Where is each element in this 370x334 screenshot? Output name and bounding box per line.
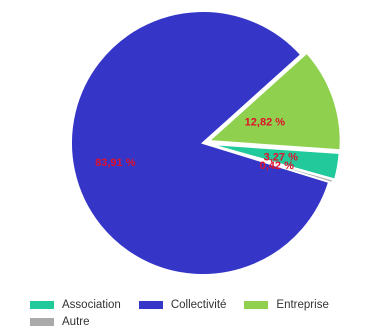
legend-label-collectivite: Collectivité — [170, 298, 227, 311]
legend-swatch-autre — [30, 317, 54, 326]
legend: Association Collectivité Entreprise Autr… — [30, 296, 370, 330]
legend-label-autre: Autre — [62, 315, 90, 328]
legend-row-2: Autre — [30, 313, 370, 330]
legend-swatch-association — [30, 300, 54, 309]
legend-item-association[interactable]: Association — [30, 299, 121, 311]
slice-label-entreprise: 12,82 % — [245, 117, 286, 129]
legend-item-entreprise[interactable]: Entreprise — [244, 298, 329, 311]
legend-item-collectivite[interactable]: Collectivité — [138, 298, 227, 311]
slice-label-autre: 0,42 % — [260, 160, 294, 172]
legend-row-1: Association Collectivité Entreprise — [30, 296, 370, 313]
legend-swatch-collectivite — [138, 300, 163, 309]
legend-label-association: Association — [62, 298, 121, 311]
slice-label-association: 3,27 % — [264, 152, 298, 164]
legend-label-entreprise: Entreprise — [276, 298, 329, 311]
legend-item-autre[interactable]: Autre — [30, 316, 90, 328]
pie-chart: 3,27 %0,42 % 83,91 % 12,82 % — [70, 10, 342, 276]
pie-slice-collectivite[interactable] — [70, 10, 331, 276]
slice-label-collectivite: 83,91 % — [95, 157, 136, 169]
legend-swatch-entreprise — [244, 300, 269, 309]
pie-slice-entreprise[interactable] — [206, 51, 342, 152]
